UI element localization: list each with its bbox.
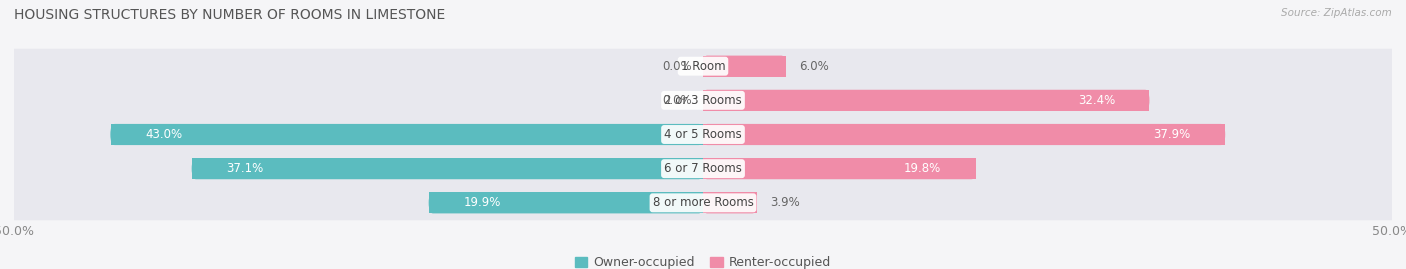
FancyBboxPatch shape (429, 192, 703, 213)
Bar (703, 56, 786, 77)
FancyBboxPatch shape (14, 83, 1392, 118)
Text: HOUSING STRUCTURES BY NUMBER OF ROOMS IN LIMESTONE: HOUSING STRUCTURES BY NUMBER OF ROOMS IN… (14, 8, 446, 22)
Text: 37.9%: 37.9% (1153, 128, 1191, 141)
Text: 4 or 5 Rooms: 4 or 5 Rooms (664, 128, 742, 141)
Text: 19.8%: 19.8% (904, 162, 942, 175)
FancyBboxPatch shape (703, 192, 756, 213)
Bar (191, 158, 703, 179)
Bar (703, 158, 976, 179)
FancyBboxPatch shape (703, 158, 976, 179)
FancyBboxPatch shape (703, 124, 1225, 145)
Text: 1 Room: 1 Room (681, 60, 725, 73)
Text: 6.0%: 6.0% (800, 60, 830, 73)
Text: 43.0%: 43.0% (145, 128, 183, 141)
Text: 6 or 7 Rooms: 6 or 7 Rooms (664, 162, 742, 175)
FancyBboxPatch shape (191, 158, 703, 179)
Text: 2 or 3 Rooms: 2 or 3 Rooms (664, 94, 742, 107)
Bar (703, 90, 1150, 111)
Text: 37.1%: 37.1% (226, 162, 263, 175)
Text: Source: ZipAtlas.com: Source: ZipAtlas.com (1281, 8, 1392, 18)
FancyBboxPatch shape (14, 151, 1392, 186)
Text: 3.9%: 3.9% (770, 196, 800, 209)
FancyBboxPatch shape (14, 117, 1392, 152)
Legend: Owner-occupied, Renter-occupied: Owner-occupied, Renter-occupied (575, 256, 831, 269)
Text: 19.9%: 19.9% (463, 196, 501, 209)
FancyBboxPatch shape (111, 124, 703, 145)
FancyBboxPatch shape (703, 90, 1150, 111)
Text: 32.4%: 32.4% (1078, 94, 1115, 107)
Text: 0.0%: 0.0% (662, 60, 692, 73)
Bar (429, 192, 703, 213)
FancyBboxPatch shape (703, 56, 786, 77)
Text: 0.0%: 0.0% (662, 94, 692, 107)
FancyBboxPatch shape (14, 49, 1392, 84)
Text: 8 or more Rooms: 8 or more Rooms (652, 196, 754, 209)
Bar (111, 124, 703, 145)
Bar (703, 124, 1225, 145)
Bar (703, 192, 756, 213)
FancyBboxPatch shape (14, 185, 1392, 220)
